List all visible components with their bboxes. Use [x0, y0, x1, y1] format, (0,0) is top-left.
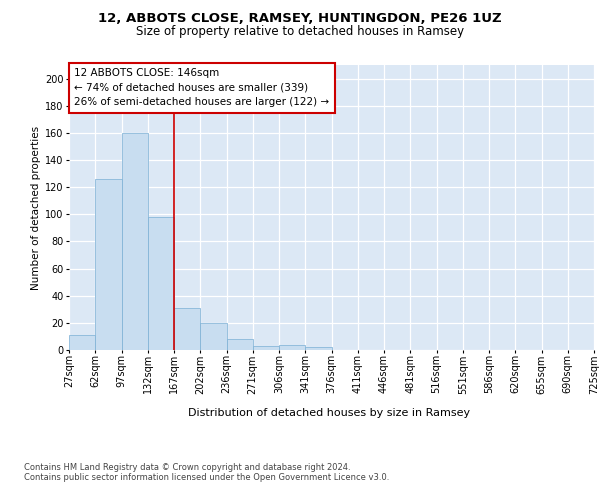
- Bar: [253, 346, 279, 350]
- Bar: [95, 179, 121, 350]
- Bar: [148, 217, 174, 350]
- Bar: [69, 335, 95, 350]
- Text: 12, ABBOTS CLOSE, RAMSEY, HUNTINGDON, PE26 1UZ: 12, ABBOTS CLOSE, RAMSEY, HUNTINGDON, PE…: [98, 12, 502, 26]
- Bar: [174, 308, 200, 350]
- Text: 12 ABBOTS CLOSE: 146sqm
← 74% of detached houses are smaller (339)
26% of semi-d: 12 ABBOTS CLOSE: 146sqm ← 74% of detache…: [74, 68, 329, 108]
- Text: Size of property relative to detached houses in Ramsey: Size of property relative to detached ho…: [136, 25, 464, 38]
- Bar: [227, 339, 253, 350]
- Y-axis label: Number of detached properties: Number of detached properties: [31, 126, 41, 290]
- Bar: [121, 133, 148, 350]
- Bar: [279, 344, 305, 350]
- Text: Distribution of detached houses by size in Ramsey: Distribution of detached houses by size …: [188, 408, 470, 418]
- Bar: [305, 348, 331, 350]
- Bar: [200, 323, 227, 350]
- Text: Contains HM Land Registry data © Crown copyright and database right 2024.
Contai: Contains HM Land Registry data © Crown c…: [24, 462, 389, 482]
